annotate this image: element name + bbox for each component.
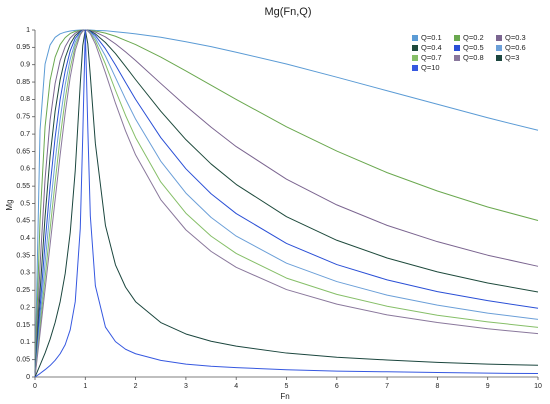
series-line bbox=[34, 29, 539, 378]
y-tick-label: 0.7 bbox=[20, 131, 30, 138]
legend-label: Q=10 bbox=[421, 63, 440, 72]
y-tick-label: 0.2 bbox=[20, 304, 30, 311]
y-tick-label: 0.1 bbox=[20, 339, 30, 346]
y-tick-label: 0.95 bbox=[16, 44, 30, 51]
x-tick-label: 1 bbox=[83, 383, 87, 390]
legend-swatch bbox=[496, 55, 502, 61]
y-tick-label: 0.4 bbox=[20, 235, 30, 242]
series-line bbox=[34, 29, 539, 378]
x-axis-label: Fn bbox=[280, 392, 289, 401]
x-tick-label: 2 bbox=[134, 383, 138, 390]
x-tick-label: 4 bbox=[234, 383, 238, 390]
legend-swatch bbox=[496, 45, 502, 51]
legend-swatch bbox=[412, 65, 418, 71]
y-tick-label: 0.25 bbox=[16, 287, 30, 294]
y-tick-label: 0.6 bbox=[20, 166, 30, 173]
y-tick-label: 1 bbox=[26, 27, 30, 34]
y-tick-label: 0.35 bbox=[16, 252, 30, 259]
series-line bbox=[34, 29, 539, 378]
series-line bbox=[34, 29, 539, 378]
y-tick-label: 0.5 bbox=[20, 200, 30, 207]
y-tick-label: 0.15 bbox=[16, 322, 30, 329]
x-tick-label: 7 bbox=[385, 383, 389, 390]
x-tick-label: 9 bbox=[486, 383, 490, 390]
legend-swatch bbox=[412, 35, 418, 41]
y-axis-label: Mg bbox=[5, 199, 14, 210]
legend-label: Q=0.6 bbox=[505, 43, 526, 52]
legend-label: Q=0.7 bbox=[421, 53, 442, 62]
x-tick-label: 5 bbox=[285, 383, 289, 390]
y-tick-label: 0.75 bbox=[16, 114, 30, 121]
y-tick-label: 0.85 bbox=[16, 79, 30, 86]
y-tick-label: 0.8 bbox=[20, 96, 30, 103]
legend-label: Q=0.8 bbox=[463, 53, 484, 62]
legend-swatch bbox=[412, 55, 418, 61]
legend-label: Q=0.2 bbox=[463, 33, 484, 42]
series-line bbox=[34, 29, 539, 378]
series-line bbox=[34, 29, 539, 378]
legend-swatch bbox=[454, 55, 460, 61]
x-tick-label: 10 bbox=[534, 383, 542, 390]
legend-label: Q=3 bbox=[505, 53, 519, 62]
x-tick-label: 8 bbox=[435, 383, 439, 390]
y-tick-label: 0.55 bbox=[16, 183, 30, 190]
series-line bbox=[34, 29, 539, 378]
y-tick-label: 0.45 bbox=[16, 218, 30, 225]
legend-label: Q=0.3 bbox=[505, 33, 526, 42]
series-line bbox=[34, 29, 539, 378]
legend-swatch bbox=[412, 45, 418, 51]
legend-label: Q=0.1 bbox=[421, 33, 442, 42]
legend-label: Q=0.4 bbox=[421, 43, 442, 52]
y-tick-label: 0.05 bbox=[16, 356, 30, 363]
y-tick-label: 0 bbox=[26, 374, 30, 381]
legend-swatch bbox=[454, 45, 460, 51]
series-line bbox=[34, 29, 539, 378]
y-tick-label: 0.9 bbox=[20, 62, 30, 69]
y-tick-label: 0.65 bbox=[16, 148, 30, 155]
y-tick-label: 0.3 bbox=[20, 270, 30, 277]
legend-label: Q=0.5 bbox=[463, 43, 484, 52]
legend-swatch bbox=[496, 35, 502, 41]
x-tick-label: 0 bbox=[33, 383, 37, 390]
legend-swatch bbox=[454, 35, 460, 41]
x-tick-label: 3 bbox=[184, 383, 188, 390]
x-tick-label: 6 bbox=[335, 383, 339, 390]
series-line bbox=[34, 29, 539, 378]
chart-title: Mg(Fn,Q) bbox=[264, 6, 311, 18]
